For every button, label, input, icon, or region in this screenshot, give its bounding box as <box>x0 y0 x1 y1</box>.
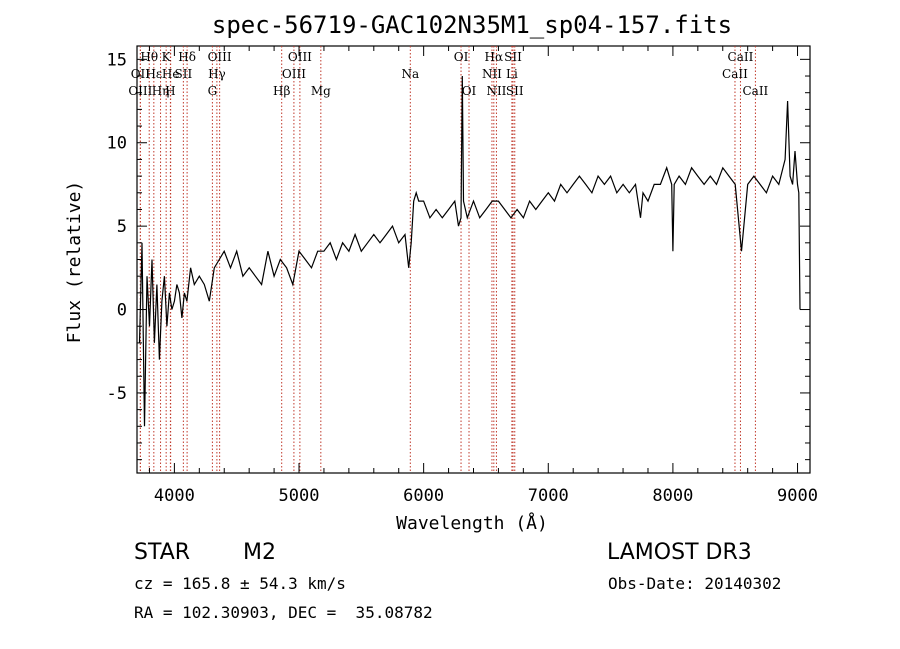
redshift-velocity: cz = 165.8 ± 54.3 km/s <box>134 574 346 593</box>
y-tick-label: 15 <box>107 50 127 70</box>
chart-title: spec-56719-GAC102N35M1_sp04-157.fits <box>212 11 732 39</box>
line-label: Hε <box>145 67 162 81</box>
x-tick-label: 5000 <box>279 486 320 506</box>
y-tick-label: -5 <box>107 384 127 404</box>
line-label: Na <box>401 67 419 81</box>
line-label: Mg <box>311 84 331 98</box>
line-label: Hγ <box>208 67 226 81</box>
line-label: OI <box>454 50 469 64</box>
observation-date: Obs-Date: 20140302 <box>608 574 782 593</box>
line-label: Hθ <box>140 50 158 64</box>
line-label: Hη <box>152 84 170 98</box>
x-tick-label: 6000 <box>403 486 444 506</box>
line-label: Hβ <box>273 84 290 98</box>
line-label: OIII <box>208 50 232 64</box>
y-tick-label: 10 <box>107 134 127 154</box>
line-label: OI <box>462 84 477 98</box>
line-label: He <box>162 67 180 81</box>
x-tick-label: 9000 <box>777 486 818 506</box>
x-axis-label: Wavelength (Å) <box>396 512 548 534</box>
y-tick-label: 5 <box>117 217 127 237</box>
line-label: SII <box>175 67 193 81</box>
line-label: OIII <box>128 84 152 98</box>
x-axis-ticks: 4000 5000 6000 7000 8000 9000 <box>148 46 818 506</box>
line-label: K <box>162 50 172 64</box>
spectral-line-markers <box>139 46 756 473</box>
plot-frame <box>136 45 811 474</box>
line-label: Hδ <box>178 50 196 64</box>
line-label: CaII <box>742 84 768 98</box>
line-label: CaII <box>722 67 748 81</box>
line-label: SII <box>506 84 524 98</box>
x-tick-label: 4000 <box>154 486 195 506</box>
coordinates: RA = 102.30903, DEC = 35.08782 <box>134 603 433 622</box>
object-subclass: M2 <box>243 540 276 565</box>
x-tick-label: 7000 <box>528 486 569 506</box>
y-tick-label: 0 <box>117 301 127 321</box>
y-axis-ticks: -5 0 5 10 15 <box>107 50 810 461</box>
line-label: OIII <box>288 50 312 64</box>
line-label: H <box>165 84 175 98</box>
line-label: NII <box>486 84 506 98</box>
line-label: G <box>208 84 218 98</box>
line-label: SII <box>504 50 522 64</box>
line-label: OII <box>131 67 151 81</box>
line-label: NII <box>482 67 502 81</box>
survey-name: LAMOST DR3 <box>607 540 752 565</box>
line-label: CaII <box>728 50 754 64</box>
spectrum-line <box>138 75 801 427</box>
y-axis-label: Flux (relative) <box>64 181 85 344</box>
line-label: Li <box>506 67 518 81</box>
line-label: Hα <box>485 50 504 64</box>
object-class: STAR <box>134 540 191 565</box>
line-label: OIII <box>282 67 306 81</box>
x-tick-label: 8000 <box>652 486 693 506</box>
